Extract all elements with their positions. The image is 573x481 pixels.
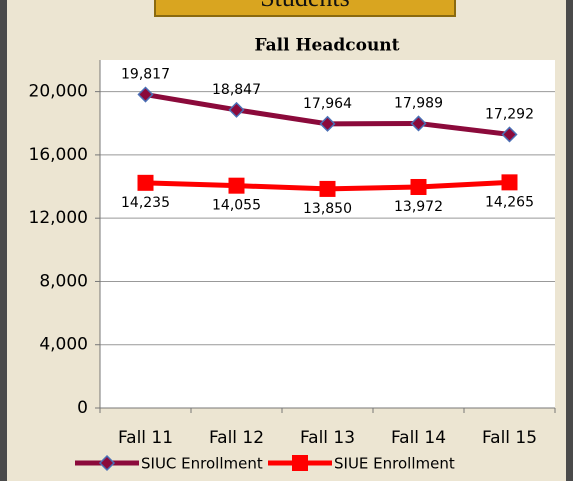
x-tick-label: Fall 11 <box>118 428 173 448</box>
data-label: 18,847 <box>212 82 261 98</box>
x-tick-label: Fall 12 <box>209 428 264 448</box>
data-label: 13,850 <box>303 201 352 217</box>
y-tick-label: 16,000 <box>29 145 88 165</box>
data-label: 13,972 <box>394 199 443 215</box>
y-tick-label: 8,000 <box>39 271 88 291</box>
data-label: 14,235 <box>121 195 170 211</box>
marker <box>228 101 245 118</box>
data-label: 17,964 <box>303 96 352 112</box>
marker <box>228 177 245 194</box>
marker <box>501 174 518 191</box>
chart-title: Fall Headcount <box>254 36 399 56</box>
x-tick-label: Fall 13 <box>300 428 355 448</box>
marker <box>319 115 336 132</box>
x-tick-label: Fall 14 <box>391 428 446 448</box>
marker <box>319 180 336 197</box>
tab <box>154 0 456 17</box>
y-tick-label: 20,000 <box>29 82 88 102</box>
data-label: 17,989 <box>394 95 443 111</box>
marker <box>98 454 116 472</box>
marker <box>410 115 427 132</box>
marker <box>137 174 154 191</box>
data-label: 19,817 <box>121 67 170 83</box>
data-label: 14,055 <box>212 198 261 214</box>
y-tick-label: 12,000 <box>29 208 88 228</box>
marker <box>292 455 308 471</box>
y-tick-label: 4,000 <box>39 335 88 355</box>
y-tick-label: 0 <box>77 398 88 418</box>
legend-label: SIUE Enrollment <box>334 455 455 473</box>
marker <box>501 126 518 143</box>
data-label: 17,292 <box>485 106 534 122</box>
legend-label: SIUC Enrollment <box>141 455 263 473</box>
marker <box>137 86 154 103</box>
x-tick-label: Fall 15 <box>482 428 537 448</box>
data-label: 14,265 <box>485 194 534 210</box>
marker <box>410 178 427 195</box>
tab-title: Students <box>260 0 350 12</box>
